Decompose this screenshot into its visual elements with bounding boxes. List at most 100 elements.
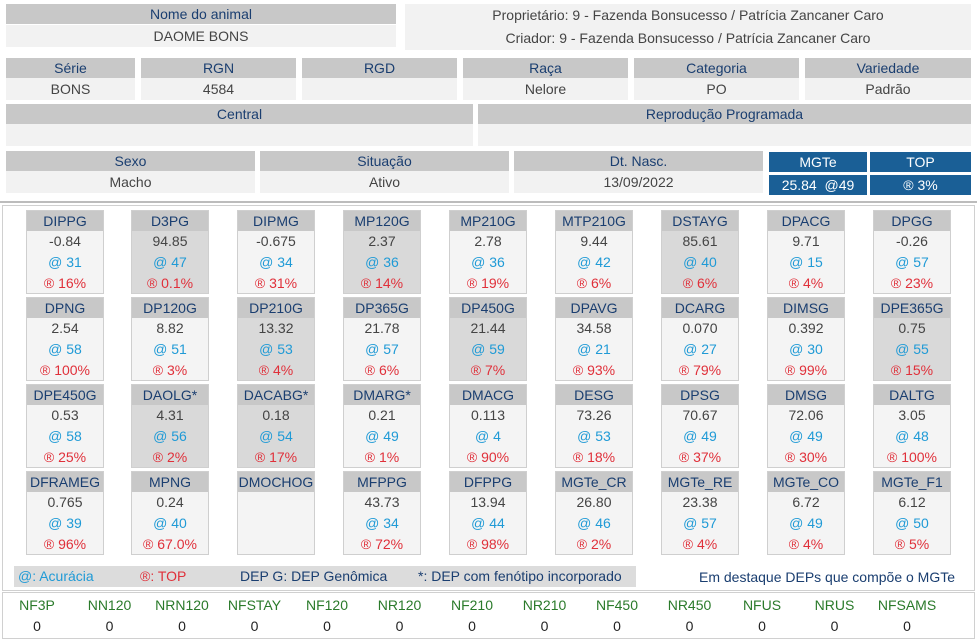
dep-cell: DP450G 21.44 @ 59 ® 7% <box>449 297 527 381</box>
count-column: NF120 0 <box>290 595 364 637</box>
dep-accuracy: @ 49 <box>365 428 399 444</box>
rgn-value: 4584 <box>141 78 296 100</box>
count-name: NN120 <box>87 597 132 613</box>
dep-accuracy <box>238 513 314 534</box>
dep-name: DMARG* <box>344 385 420 405</box>
dep-value: 0.070 <box>682 320 718 336</box>
count-column: NRUS 0 <box>798 595 872 637</box>
count-value: 0 <box>250 618 259 634</box>
dep-accuracy: @ 30 <box>789 341 823 357</box>
count-value: 0 <box>613 618 621 634</box>
dep-cell: DMSG 72.06 @ 49 ® 30% <box>767 384 845 468</box>
dep-top <box>238 534 314 555</box>
dep-value: 4.31 <box>156 407 184 423</box>
count-value: 0 <box>830 618 839 634</box>
dep-name: DACABG* <box>238 385 314 405</box>
dep-accuracy: @ 21 <box>577 341 611 357</box>
dep-cell: DALTG 3.05 @ 48 ® 100% <box>873 384 951 468</box>
count-column: NFSAMS 0 <box>870 595 944 637</box>
dep-accuracy: @ 27 <box>683 341 717 357</box>
animal-name-label: Nome do animal <box>6 4 396 24</box>
dep-cell: DCARG 0.070 @ 27 ® 79% <box>661 297 739 381</box>
dep-cell: DPAVG 34.58 @ 21 ® 93% <box>555 297 633 381</box>
dep-top: ® 4% <box>682 536 718 552</box>
dep-accuracy: @ 4 <box>475 428 501 444</box>
dep-top: ® 6% <box>364 362 400 378</box>
dep-top: ® 72% <box>360 536 404 552</box>
dep-cell: DPACG 9.71 @ 15 ® 4% <box>767 210 845 294</box>
variedade-label: Variedade <box>805 58 971 78</box>
dep-cell: DP120G 8.82 @ 51 ® 3% <box>131 297 209 381</box>
dep-name: DFRAMEG <box>27 472 103 492</box>
dep-name: DCARG <box>662 298 738 318</box>
count-name: NFSTAY <box>227 597 282 613</box>
count-column: NF450 0 <box>580 595 654 637</box>
legend-fenotipo: *: DEP com fenótipo incorporado <box>418 568 622 584</box>
top-label: TOP <box>870 152 971 172</box>
count-name: NF120 <box>305 597 349 613</box>
count-column: NFSTAY 0 <box>218 595 292 637</box>
situacao-value: Ativo <box>260 171 509 193</box>
count-column: NFUS 0 <box>725 595 799 637</box>
dep-value: 0.75 <box>898 320 926 336</box>
dep-top: ® 1% <box>364 449 400 465</box>
dep-accuracy: @ 40 <box>153 515 187 531</box>
count-name: NFUS <box>742 597 782 613</box>
raca-value: Nelore <box>463 78 628 100</box>
count-column: NF210 0 <box>435 595 509 637</box>
dep-cell: D3PG 94.85 @ 47 ® 0.1% <box>131 210 209 294</box>
count-name: NR450 <box>667 597 712 613</box>
dep-value: 13.32 <box>258 320 294 336</box>
count-name: NF3P <box>19 597 55 613</box>
reproducao-value <box>478 124 971 146</box>
dep-value: 43.73 <box>364 494 400 510</box>
serie-label: Série <box>6 58 135 78</box>
dep-value: 3.05 <box>898 407 926 423</box>
dep-cell: DSTAYG 85.61 @ 40 ® 6% <box>661 210 739 294</box>
dep-value: 0.392 <box>788 320 824 336</box>
dep-name: MTP210G <box>556 211 632 231</box>
dep-accuracy: @ 58 <box>48 428 82 444</box>
dep-accuracy: @ 53 <box>259 341 293 357</box>
count-name: NR210 <box>522 597 567 613</box>
dep-top: ® 100% <box>39 362 90 378</box>
serie-value: BONS <box>6 78 135 100</box>
central-label: Central <box>6 104 473 124</box>
dep-top: ® 15% <box>890 362 934 378</box>
categoria-label: Categoria <box>634 58 799 78</box>
dep-accuracy: @ 49 <box>789 428 823 444</box>
dep-top: ® 98% <box>466 536 510 552</box>
count-value: 0 <box>468 618 476 634</box>
dep-top: ® 96% <box>43 536 87 552</box>
legend-bar: @: Acurácia ®: TOP DEP G: DEP Genômica *… <box>14 566 636 587</box>
dep-value: 70.67 <box>682 407 718 423</box>
dep-cell: DFRAMEG 0.765 @ 39 ® 96% <box>26 471 104 555</box>
count-value: 0 <box>903 618 911 634</box>
dep-value: -0.84 <box>49 233 81 249</box>
dep-accuracy: @ 51 <box>153 341 187 357</box>
dep-cell: MP210G 2.78 @ 36 ® 19% <box>449 210 527 294</box>
dep-value: -0.675 <box>256 233 296 249</box>
dep-value: 0.113 <box>471 407 505 423</box>
dep-accuracy: @ 15 <box>789 254 823 270</box>
dep-cell: DMARG* 0.21 @ 49 ® 1% <box>343 384 421 468</box>
dep-value: -0.26 <box>896 233 928 249</box>
count-value: 0 <box>685 618 694 634</box>
dep-top: ® 31% <box>254 275 298 291</box>
count-name: NRUS <box>814 597 855 613</box>
dep-name: DP210G <box>238 298 314 318</box>
dep-name: MPNG <box>132 472 208 492</box>
count-value: 0 <box>178 618 186 634</box>
sexo-label: Sexo <box>6 151 255 171</box>
dep-cell: DMOCHOG <box>237 471 315 555</box>
count-column: NR210 0 <box>508 595 582 637</box>
dep-value: 0.18 <box>262 407 290 423</box>
dep-top: ® 18% <box>572 449 616 465</box>
dep-accuracy: @ 50 <box>895 515 929 531</box>
dep-name: DESG <box>556 385 632 405</box>
dep-value: 8.82 <box>156 320 184 336</box>
dep-accuracy: @ 39 <box>48 515 82 531</box>
dep-value: 73.26 <box>576 407 612 423</box>
section-divider <box>0 201 977 203</box>
dep-value: 85.61 <box>682 233 718 249</box>
